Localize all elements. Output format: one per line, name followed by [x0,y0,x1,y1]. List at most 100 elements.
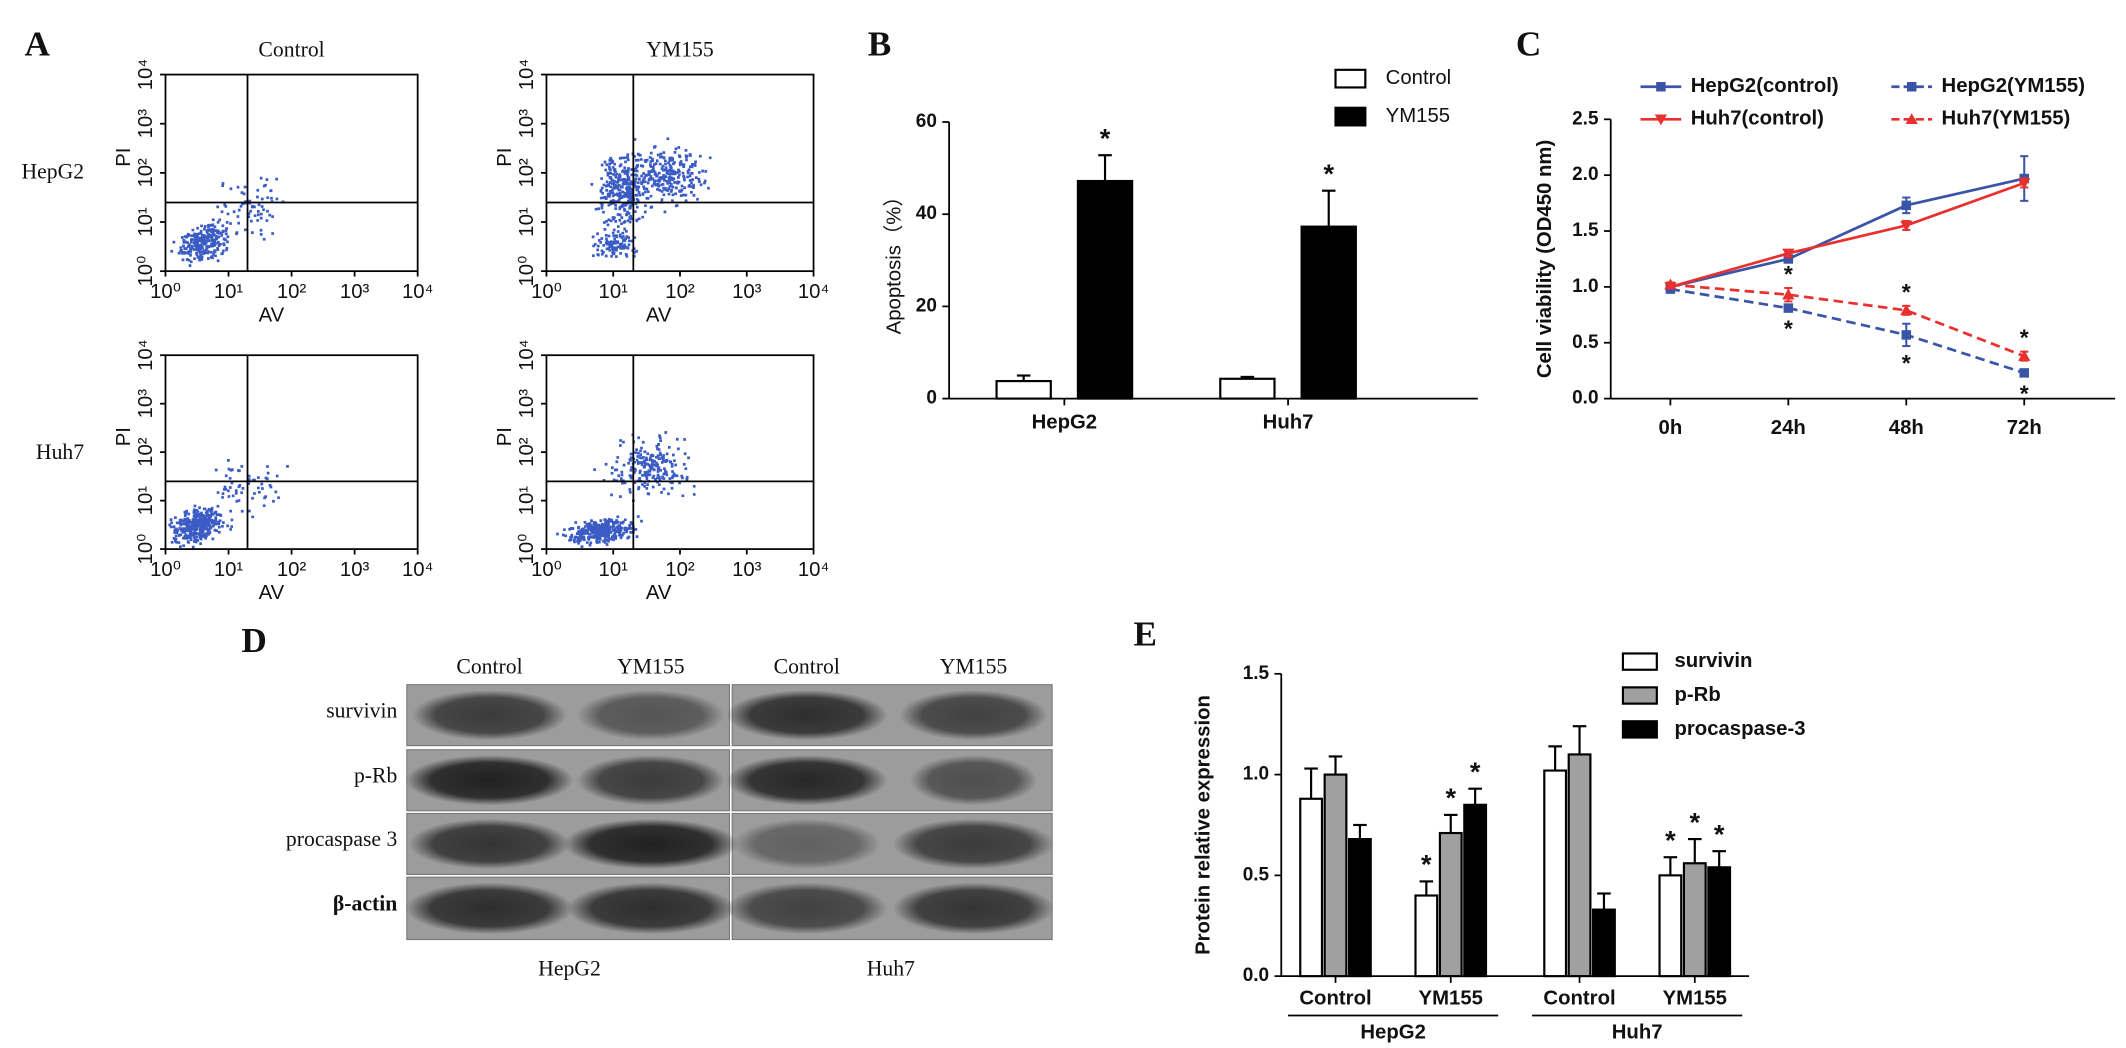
legend-label: survivin [1674,650,1752,672]
x-tick-label: 10¹ [214,281,244,303]
y-tick-label: 10³ [135,389,157,419]
y-tick-label: 10² [135,158,157,188]
group-label: HepG2 [538,957,601,981]
panel-letter: C [1516,25,1541,64]
blot-band [576,755,725,806]
legend-label: p-Rb [1674,684,1720,706]
cell-events [556,431,696,548]
x-tick-label: Control [1543,988,1615,1010]
data-point [1901,200,1912,211]
data-point [2018,350,2031,361]
x-tick-label: 10³ [732,281,762,303]
panel-letter: A [24,25,50,64]
significance-mark: * [1665,824,1676,855]
y-tick-label: 40 [916,203,937,224]
y-tick-label: 10⁴ [135,340,157,371]
cell-events [590,137,712,259]
y-tick-label: 0.5 [1572,332,1599,353]
x-tick-label: 10² [277,281,307,303]
y-tick-label: 10² [516,437,538,467]
blot-band [405,755,574,806]
legend-marker [1905,113,1918,125]
y-tick-label: 10⁴ [516,59,538,90]
x-axis-label: AV [259,582,285,604]
x-tick-label: 10² [665,559,695,581]
x-tick-label: HepG2 [1032,411,1098,433]
bar [1076,179,1134,400]
data-point [1782,248,1795,260]
legend-marker [1656,82,1666,92]
y-tick-label: 10² [135,437,157,467]
legend-swatch [1621,686,1658,705]
bar [1323,773,1348,978]
significance-mark: * [1902,279,1911,305]
y-tick-label: 10³ [516,389,538,419]
y-axis-label: PI [494,148,516,167]
x-tick-label: 10³ [340,281,370,303]
row-label: β-actin [333,892,397,916]
bar [1438,831,1463,978]
column-label: Control [774,654,840,678]
series-line [1670,283,2025,358]
plot-frame [545,354,815,550]
blot-band [412,690,567,741]
significance-mark: * [1714,818,1725,849]
x-tick-label: 10⁰ [150,281,181,303]
column-title: YM155 [646,38,713,62]
x-tick-label: 10⁴ [798,281,829,303]
significance-mark: * [1470,756,1481,787]
y-tick-label: 10³ [516,109,538,139]
y-tick-label: 10⁴ [516,340,538,371]
y-tick-label: 10¹ [516,486,538,516]
significance-mark: * [1902,350,1911,376]
panel-letter: D [241,621,266,660]
blot-band [576,690,725,741]
group-label: HepG2 [1360,1021,1426,1043]
legend-swatch [1334,68,1367,89]
data-point [2018,178,2031,190]
x-axis-label: AV [646,582,672,604]
x-tick-label: Huh7 [1263,411,1314,433]
column-label: YM155 [940,654,1007,678]
x-tick-label: 10⁴ [798,559,829,581]
y-tick-label: 0.0 [1243,965,1269,986]
y-tick-label: 1.5 [1572,220,1599,241]
x-tick-label: 10⁰ [531,281,562,303]
group-label: Huh7 [1612,1021,1663,1043]
cell-events [170,176,285,267]
x-tick-label: YM155 [1419,988,1483,1010]
significance-mark: * [1690,806,1701,837]
y-axis-label: PI [494,427,516,446]
series-line [1670,181,2025,289]
legend-label: HepG2(control) [1691,75,1839,97]
y-tick-label: 10¹ [135,207,157,237]
blot-band [732,818,881,870]
bar [1682,862,1707,978]
blot-band [405,882,574,935]
data-point [1900,304,1913,316]
y-axis-label: PI [113,148,135,167]
panel-letter: E [1133,614,1157,653]
legend-swatch [1334,106,1367,127]
y-tick-label: 10³ [135,109,157,139]
legend-label: Huh7(control) [1691,108,1824,130]
data-point [2019,368,2029,378]
y-tick-label: 10⁴ [135,59,157,90]
y-tick-label: 2.0 [1572,164,1598,185]
x-tick-label: 48h [1889,417,1924,439]
y-tick-label: 10¹ [516,207,538,237]
y-tick-label: 2.5 [1572,108,1599,129]
x-tick-label: 10² [277,559,307,581]
bar [1567,753,1592,978]
significance-mark: * [1445,782,1456,813]
x-axis-label: AV [646,304,672,326]
x-tick-label: 0h [1659,417,1683,439]
x-axis-label: AV [259,304,285,326]
significance-mark: * [1784,261,1793,287]
legend-label: Huh7(YM155) [1942,108,2071,130]
legend-swatch [1621,720,1658,739]
blot-band [726,755,888,806]
blot-band [899,690,1048,741]
y-tick-label: 1.0 [1243,764,1269,785]
